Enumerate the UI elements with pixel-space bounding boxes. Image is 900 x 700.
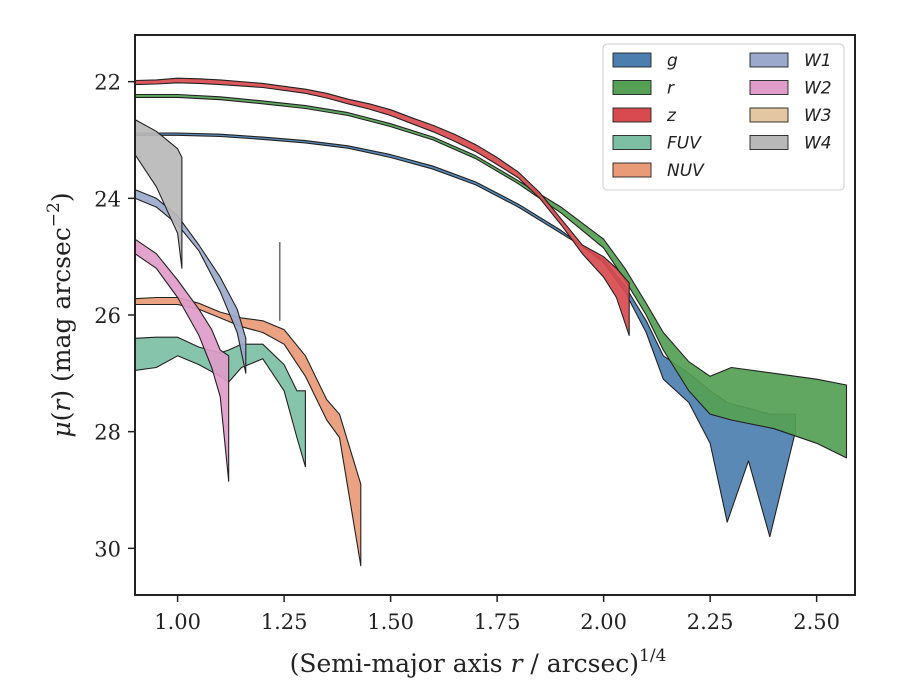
legend-label-z: z [666, 106, 677, 126]
x-tick-label: 1.75 [474, 610, 521, 634]
x-tick-label: 1.50 [367, 610, 414, 634]
series-bands [134, 77, 848, 567]
x-axis-ticks: 1.00 1.25 1.50 1.75 2.00 2.25 2.50 [154, 595, 840, 634]
band-w4 [134, 119, 183, 269]
legend-swatch-fuv [612, 135, 652, 150]
legend-swatch-g [612, 52, 652, 68]
y-axis-label: μ(r) (mag arcsec−2) [44, 192, 76, 437]
legend: grz FUV NUV W1 W2 W3 W4 [602, 43, 845, 191]
legend-label-nuv: NUV [667, 161, 705, 181]
legend-entries: grz FUV NUV W1 W2 W3 W4 [612, 51, 832, 181]
y-tick-label: 24 [94, 187, 121, 211]
legend-label-w2: W2 [804, 79, 832, 99]
legend-label-fuv: FUV [667, 134, 702, 154]
x-tick-label: 1.25 [261, 610, 308, 634]
band-z [134, 77, 630, 336]
y-tick-label: 30 [94, 537, 121, 561]
band-g [134, 132, 796, 538]
legend-swatch-z [612, 107, 652, 123]
band-w2 [134, 238, 230, 482]
y-axis-ticks: 22 24 26 28 30 [94, 71, 135, 561]
legend-swatch-r [612, 80, 652, 95]
legend-swatch-w4 [749, 135, 789, 150]
band-r [134, 93, 848, 459]
legend-label-w1: W1 [804, 51, 832, 71]
legend-swatch-nuv [612, 162, 652, 178]
legend-label-g: g [667, 51, 678, 71]
x-tick-label: 2.00 [580, 610, 627, 634]
band-w1 [134, 189, 247, 374]
legend-label-r: r [667, 79, 675, 99]
legend-swatch-w1 [749, 52, 789, 68]
x-tick-label: 1.00 [154, 610, 201, 634]
y-tick-label: 28 [94, 421, 121, 445]
legend-label-w3: W3 [804, 106, 832, 126]
legend-swatch-w3 [749, 107, 789, 123]
x-axis-label: (Semi-major axis r / arcsec)1/4 [290, 646, 667, 678]
y-tick-label: 26 [94, 304, 121, 328]
legend-label-w4: W4 [804, 134, 832, 154]
x-tick-label: 2.50 [793, 610, 840, 634]
x-tick-label: 2.25 [687, 610, 734, 634]
y-tick-label: 22 [94, 71, 121, 95]
legend-swatch-w2 [749, 80, 789, 95]
